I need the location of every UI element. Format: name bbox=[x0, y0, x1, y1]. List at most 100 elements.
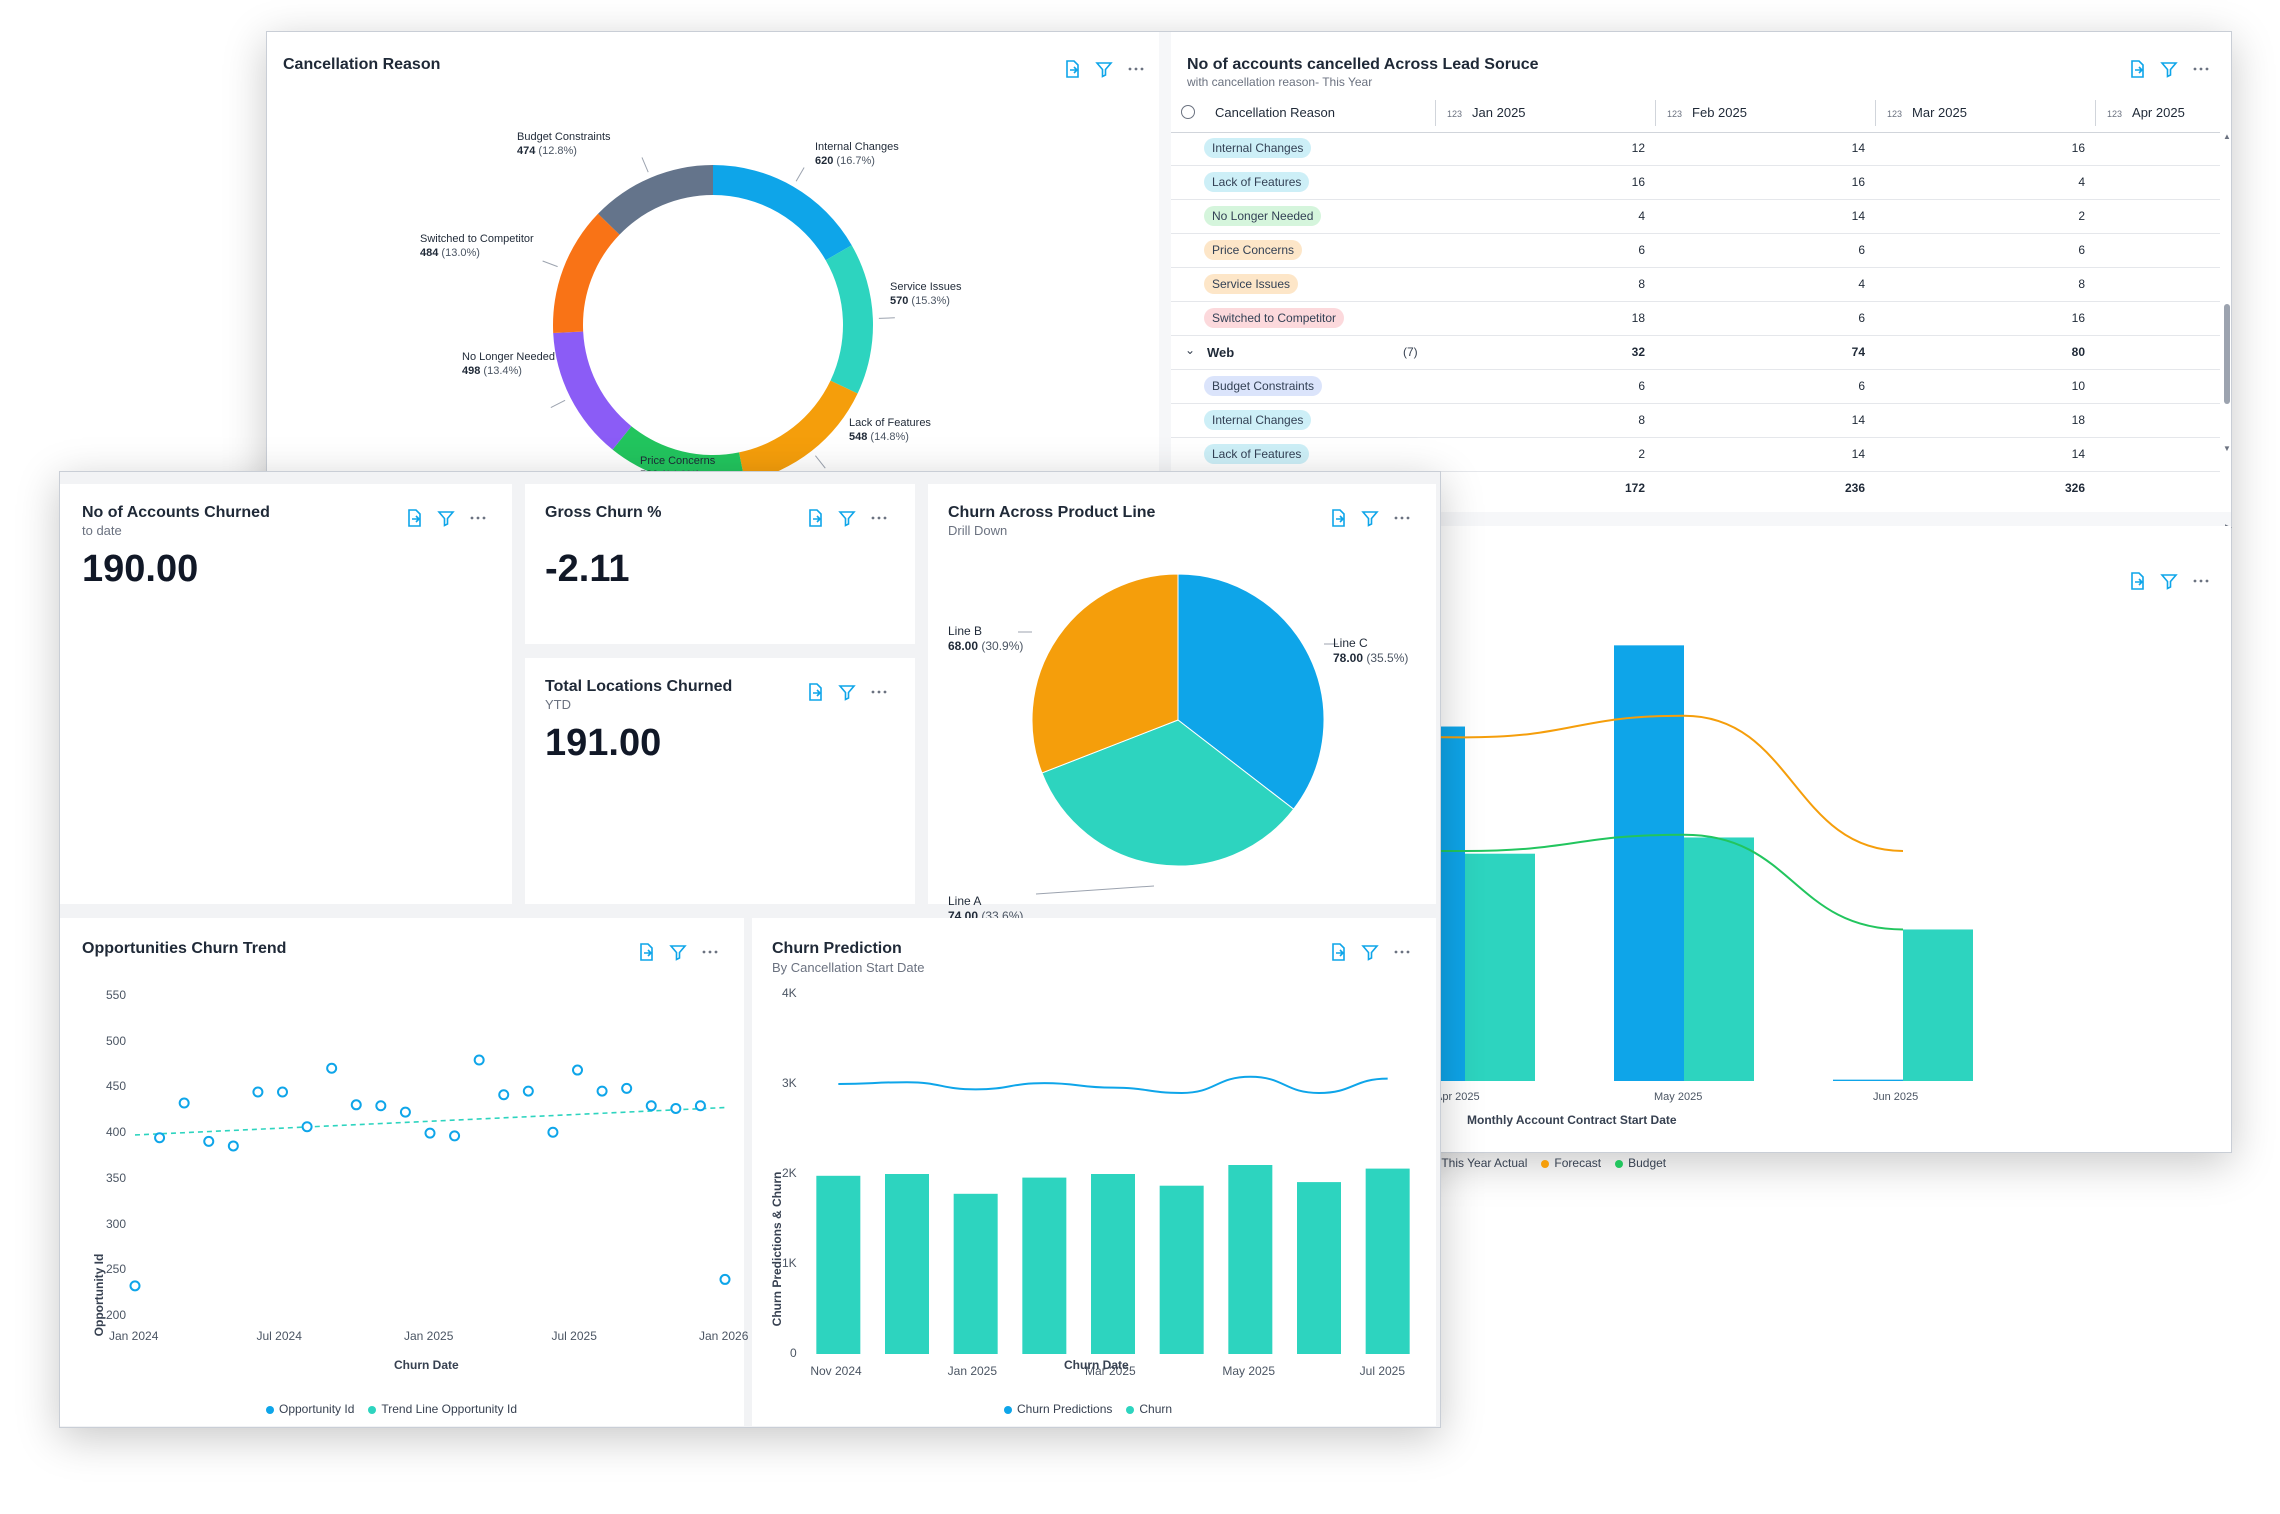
export-icon[interactable] bbox=[636, 942, 656, 962]
more-icon[interactable] bbox=[869, 682, 889, 702]
column-header-jan[interactable]: 123 Jan 2025 bbox=[1447, 105, 1526, 120]
y-tick-label: 3K bbox=[782, 1076, 797, 1090]
table-row[interactable]: Internal Changes 12 14 16 bbox=[1171, 132, 2220, 166]
table-cell-value: 10 bbox=[2071, 379, 2085, 393]
y-tick-label: 350 bbox=[106, 1170, 127, 1185]
table-row[interactable]: Price Concerns 6 6 6 bbox=[1171, 234, 2220, 268]
table-cell-value: 4 bbox=[1638, 209, 1645, 223]
scatter-point bbox=[645, 1100, 657, 1112]
column-header-feb[interactable]: 123 Feb 2025 bbox=[1667, 105, 1747, 120]
table-cell-value: 16 bbox=[2071, 311, 2085, 325]
more-icon[interactable] bbox=[1126, 59, 1146, 79]
export-icon[interactable] bbox=[1328, 508, 1348, 528]
column-header-apr[interactable]: 123 Apr 2025 bbox=[2107, 105, 2185, 120]
legend-item-budget[interactable]: Budget bbox=[1615, 1156, 1666, 1170]
table-row[interactable]: Lack of Features 16 16 4 bbox=[1171, 166, 2220, 200]
filter-icon[interactable] bbox=[1360, 942, 1380, 962]
group-label: Web bbox=[1207, 345, 1235, 360]
vertical-scrollbar[interactable]: ▲ ▼ bbox=[2223, 132, 2231, 453]
scatter-point bbox=[277, 1086, 288, 1098]
scatter-point bbox=[449, 1130, 461, 1142]
export-icon[interactable] bbox=[1062, 59, 1082, 79]
scatter-point bbox=[596, 1085, 608, 1097]
export-icon[interactable] bbox=[805, 682, 825, 702]
filter-icon[interactable] bbox=[436, 508, 456, 528]
total-cell-value: 326 bbox=[2064, 481, 2085, 495]
table-cell-value: 6 bbox=[1638, 379, 1645, 393]
legend-item-opportunity-id[interactable]: Opportunity Id bbox=[266, 1402, 354, 1416]
card-toolbar bbox=[2127, 571, 2211, 591]
column-header-mar[interactable]: 123 Mar 2025 bbox=[1887, 105, 1967, 120]
filter-icon[interactable] bbox=[837, 508, 857, 528]
reason-pill: Budget Constraints bbox=[1204, 376, 1323, 396]
legend-item-churn[interactable]: Churn bbox=[1126, 1402, 1172, 1416]
x-tick-label: Jan 2026 bbox=[699, 1329, 749, 1343]
legend-item-forecast[interactable]: Forecast bbox=[1541, 1156, 1601, 1170]
y-tick-label: 300 bbox=[106, 1216, 127, 1231]
table-row[interactable]: Service Issues 8 4 8 bbox=[1171, 268, 2220, 302]
type-badge: 123 bbox=[1667, 109, 1683, 119]
scatter-point bbox=[252, 1086, 264, 1098]
more-icon[interactable] bbox=[2191, 571, 2211, 591]
table-cell-value: 16 bbox=[1631, 175, 1645, 189]
line-churn-predictions bbox=[838, 1075, 1388, 1095]
more-icon[interactable] bbox=[1392, 942, 1412, 962]
y-tick-label: 2K bbox=[782, 1166, 797, 1180]
collapse-all-icon[interactable] bbox=[1181, 105, 1195, 119]
filter-icon[interactable] bbox=[1360, 508, 1380, 528]
churn-prediction-subtitle: By Cancellation Start Date bbox=[772, 960, 925, 975]
bar-actuals-jun-2025 bbox=[1833, 1079, 1903, 1081]
more-icon[interactable] bbox=[468, 508, 488, 528]
kpi-locations-title: Total Locations Churned bbox=[545, 678, 733, 695]
more-icon[interactable] bbox=[700, 942, 720, 962]
card-toolbar bbox=[636, 942, 720, 962]
filter-icon[interactable] bbox=[2159, 571, 2179, 591]
table-row[interactable]: Lack of Features 2 14 14 bbox=[1171, 438, 2220, 472]
more-icon[interactable] bbox=[869, 508, 889, 528]
donut-slice-price-concerns bbox=[612, 426, 744, 472]
table-row[interactable]: Budget Constraints 6 6 10 bbox=[1171, 370, 2220, 404]
scatter-point bbox=[178, 1097, 190, 1109]
filter-icon[interactable] bbox=[2159, 59, 2179, 79]
lead-source-title: No of accounts cancelled Across Lead Sor… bbox=[1187, 56, 1539, 73]
table-header: Cancellation Reason 123 Jan 2025 123 Feb 2… bbox=[1171, 94, 2220, 133]
export-icon[interactable] bbox=[2127, 59, 2147, 79]
bar-actuals-may-2025 bbox=[1614, 645, 1684, 1081]
donut-slice-switched-to-competitor bbox=[553, 213, 620, 333]
export-icon[interactable] bbox=[805, 508, 825, 528]
table-row[interactable]: Switched to Competitor 18 6 16 bbox=[1171, 302, 2220, 336]
bar-churn-dec-2024 bbox=[885, 1174, 929, 1354]
prediction-legend: Churn Predictions Churn bbox=[1004, 1402, 1172, 1416]
lead-source-table: Cancellation Reason 123 Jan 2025 123 Feb 2… bbox=[1171, 94, 2232, 533]
filter-icon[interactable] bbox=[668, 942, 688, 962]
pie-slice-line-b bbox=[1031, 573, 1179, 774]
donut-slice-no-longer-needed bbox=[553, 331, 632, 450]
scatter-point bbox=[301, 1121, 313, 1133]
lead-source-subtitle: with cancellation reason- This Year bbox=[1187, 75, 1373, 89]
cancellation-donut-chart bbox=[542, 157, 895, 472]
cancellation-reason-title: Cancellation Reason bbox=[283, 56, 441, 73]
y-tick-label: 400 bbox=[106, 1125, 127, 1140]
opportunities-scatter-chart bbox=[129, 1054, 731, 1292]
scatter-point bbox=[498, 1089, 510, 1101]
legend-item-trend-line[interactable]: Trend Line Opportunity Id bbox=[368, 1402, 517, 1416]
export-icon[interactable] bbox=[2127, 571, 2147, 591]
donut-label-service-issues: Service Issues 570 (15.3%) bbox=[890, 281, 962, 307]
export-icon[interactable] bbox=[1328, 942, 1348, 962]
export-icon[interactable] bbox=[404, 508, 424, 528]
table-cell-value: 14 bbox=[1851, 209, 1865, 223]
column-header-reason[interactable]: Cancellation Reason bbox=[1215, 105, 1335, 120]
legend-item-this-year-actual[interactable]: This Year Actual bbox=[1428, 1156, 1527, 1170]
more-icon[interactable] bbox=[1392, 508, 1412, 528]
table-group-row-web[interactable]: ⌄ Web (7) 32 74 80 bbox=[1171, 336, 2220, 370]
table-row[interactable]: Internal Changes 8 14 18 bbox=[1171, 404, 2220, 438]
legend-item-churn-predictions[interactable]: Churn Predictions bbox=[1004, 1402, 1112, 1416]
table-row[interactable]: No Longer Needed 4 14 2 bbox=[1171, 200, 2220, 234]
scroll-thumb[interactable] bbox=[2224, 304, 2230, 404]
front-dashboard-window: No of Accounts Churned to date 190.00 Gr… bbox=[59, 471, 1441, 1428]
scatter-point bbox=[350, 1099, 362, 1111]
filter-icon[interactable] bbox=[1094, 59, 1114, 79]
filter-icon[interactable] bbox=[837, 682, 857, 702]
scatter-point bbox=[399, 1106, 411, 1118]
more-icon[interactable] bbox=[2191, 59, 2211, 79]
